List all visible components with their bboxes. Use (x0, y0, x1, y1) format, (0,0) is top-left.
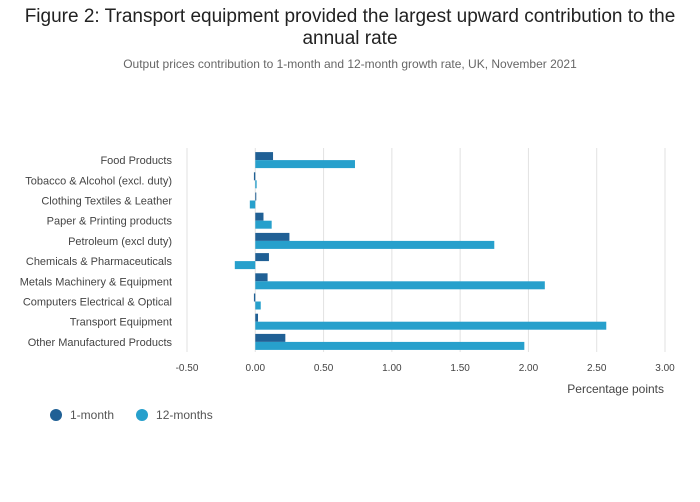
x-tick-label: 2.50 (587, 363, 607, 374)
category-label: Clothing Textiles & Leather (41, 196, 172, 208)
bar-12-months[interactable] (255, 180, 257, 189)
bars (234, 152, 607, 350)
category-label: Other Manufactured Products (28, 337, 173, 349)
bar-1-month[interactable] (255, 192, 257, 201)
bar-1-month[interactable] (253, 172, 256, 181)
chart-title: Figure 2: Transport equipment provided t… (24, 6, 676, 49)
bar-12-months[interactable] (234, 261, 256, 270)
legend-label-1-month: 1-month (70, 408, 115, 422)
legend-swatch-12-months (136, 409, 149, 421)
legend-item-12-months[interactable]: 12-months (136, 408, 213, 422)
bar-1-month[interactable] (255, 253, 269, 262)
legend: 1-month 12-months (50, 408, 235, 422)
bar-12-months[interactable] (255, 220, 272, 229)
category-label: Metals Machinery & Equipment (20, 276, 172, 288)
bar-12-months[interactable] (249, 200, 256, 209)
category-label: Chemicals & Pharmaceuticals (26, 256, 173, 268)
bar-1-month[interactable] (255, 152, 274, 161)
x-axis-title: Percentage points (567, 382, 664, 396)
bar-12-months[interactable] (255, 281, 545, 290)
x-tick-labels: -0.50 0.00 0.50 1.00 1.50 2.00 2.50 3.00 (176, 363, 676, 374)
category-label: Tobacco & Alcohol (excl. duty) (25, 175, 172, 187)
bar-12-months[interactable] (255, 341, 525, 350)
category-label: Transport Equipment (70, 317, 172, 329)
bar-12-months[interactable] (255, 160, 355, 169)
bar-1-month[interactable] (255, 313, 259, 322)
bar-1-month[interactable] (255, 333, 286, 342)
category-label: Petroleum (excl duty) (68, 236, 172, 248)
chart-subtitle: Output prices contribution to 1-month an… (123, 57, 577, 71)
x-tick-label: 1.50 (450, 363, 470, 374)
x-tick-label: 2.00 (519, 363, 539, 374)
category-label: Computers Electrical & Optical (23, 297, 172, 309)
category-labels: Food Products Tobacco & Alcohol (excl. du… (20, 155, 173, 349)
grid-lines (186, 148, 666, 352)
bar-12-months[interactable] (255, 301, 261, 310)
legend-label-12-months: 12-months (156, 408, 213, 422)
bar-12-months[interactable] (255, 321, 607, 330)
bar-1-month[interactable] (253, 293, 256, 302)
category-label: Food Products (100, 155, 172, 167)
bar-1-month[interactable] (255, 273, 268, 282)
bar-1-month[interactable] (255, 212, 264, 221)
x-tick-label: 0.00 (246, 363, 266, 374)
x-tick-label: 3.00 (655, 363, 675, 374)
bar-1-month[interactable] (255, 232, 290, 241)
x-tick-label: 0.50 (314, 363, 334, 374)
category-label: Paper & Printing products (47, 216, 173, 228)
legend-item-1-month[interactable]: 1-month (50, 408, 114, 422)
bar-12-months[interactable] (255, 240, 495, 249)
x-tick-label: 1.00 (382, 363, 402, 374)
x-tick-label: -0.50 (176, 363, 199, 374)
legend-swatch-1-month (50, 409, 62, 421)
